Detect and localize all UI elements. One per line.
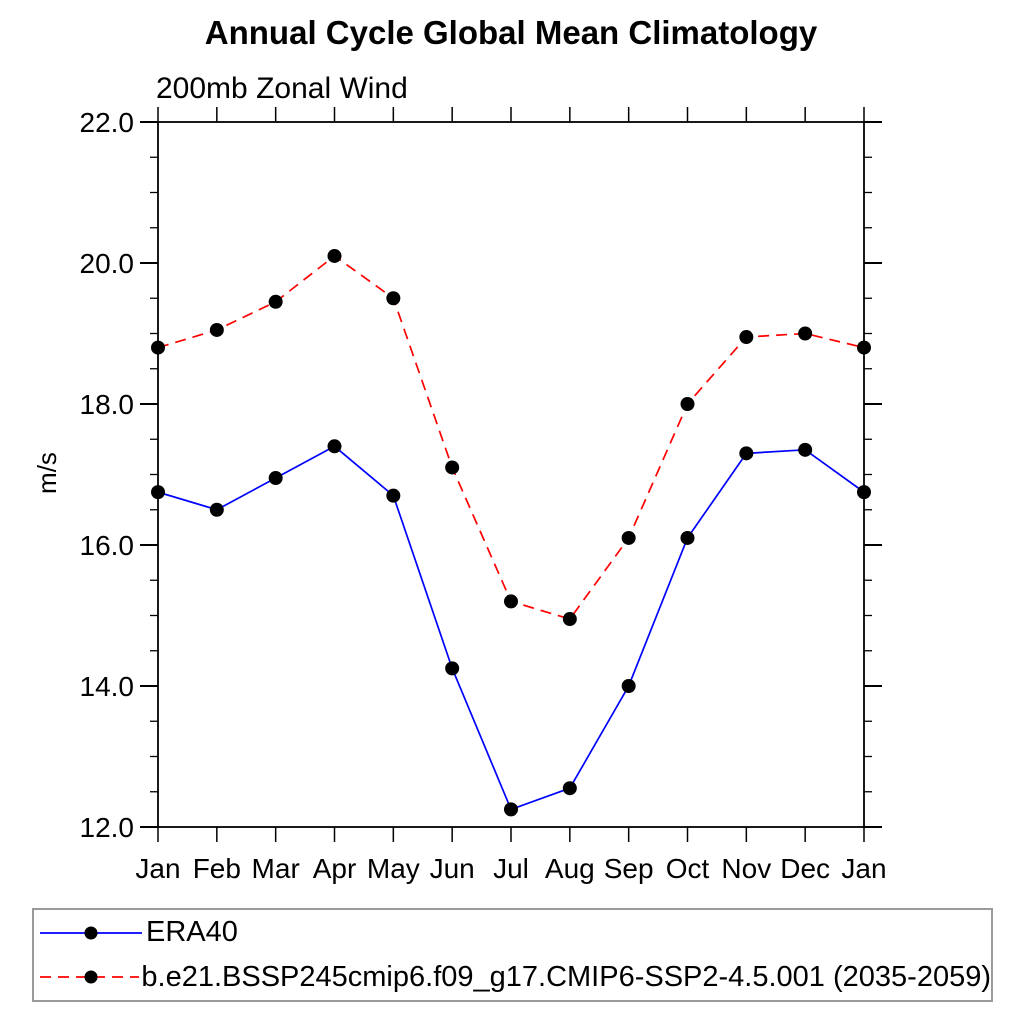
x-tick-label: Jun xyxy=(430,853,475,884)
data-point-s1-3 xyxy=(327,248,342,263)
data-point-s1-9 xyxy=(680,397,695,411)
data-point-s1-8 xyxy=(621,530,636,545)
x-tick-label: Sep xyxy=(604,853,654,884)
x-tick-label: Nov xyxy=(721,853,771,884)
data-point-s0-4 xyxy=(386,488,401,503)
legend-marker-icon xyxy=(84,926,98,940)
data-point-s0-5 xyxy=(445,661,460,676)
x-tick-label: Mar xyxy=(252,853,300,884)
x-tick-label: May xyxy=(367,853,420,884)
y-tick-label: 18.0 xyxy=(80,389,135,420)
x-tick-label: Jan xyxy=(135,853,180,884)
legend-line-sample xyxy=(40,926,142,940)
legend-line-sample xyxy=(40,970,140,984)
y-tick-label: 12.0 xyxy=(80,812,135,843)
data-point-s1-5 xyxy=(445,460,460,475)
x-tick-label: Apr xyxy=(313,853,357,884)
series-line-1 xyxy=(157,254,865,621)
y-tick-label: 20.0 xyxy=(80,248,135,279)
x-tick-label: Dec xyxy=(780,853,830,884)
data-point-s1-1 xyxy=(209,322,224,337)
data-point-s1-12 xyxy=(857,340,871,355)
data-point-s0-12 xyxy=(857,485,871,500)
plot-frame xyxy=(157,121,865,828)
y-tick-label: 14.0 xyxy=(80,671,135,702)
data-point-s1-11 xyxy=(798,326,813,341)
y-tick-label: 16.0 xyxy=(80,530,135,561)
chart-title: Annual Cycle Global Mean Climatology xyxy=(204,14,818,51)
x-tick-label: Jul xyxy=(493,853,529,884)
data-point-s0-7 xyxy=(562,781,577,796)
x-tick-label: Jan xyxy=(841,853,886,884)
data-point-s0-8 xyxy=(621,679,636,693)
data-point-s1-4 xyxy=(386,291,401,306)
x-tick-label: Oct xyxy=(666,853,710,884)
data-point-s1-10 xyxy=(739,330,754,345)
x-tick-label: Feb xyxy=(193,853,241,884)
legend-marker-icon xyxy=(84,970,98,984)
data-point-s0-1 xyxy=(209,502,224,517)
data-point-s1-0 xyxy=(151,340,165,355)
data-point-s0-6 xyxy=(504,802,518,817)
data-point-s0-9 xyxy=(680,530,695,545)
legend-box: ERA40 b.e21.BSSP245cmip6.f09_g17.CMIP6-SS… xyxy=(32,908,993,1002)
legend-item-0: ERA40 xyxy=(34,911,991,955)
legend-label-0: ERA40 xyxy=(146,916,238,949)
data-point-s0-10 xyxy=(739,446,754,461)
data-point-s0-3 xyxy=(327,439,342,454)
legend-item-1: b.e21.BSSP245cmip6.f09_g17.CMIP6-SSP2-4.… xyxy=(34,955,991,999)
data-point-s0-2 xyxy=(268,471,283,486)
y-tick-label: 22.0 xyxy=(80,107,135,138)
chart-subtitle: 200mb Zonal Wind xyxy=(156,72,408,105)
series-line-0 xyxy=(157,445,865,811)
data-point-s1-6 xyxy=(504,594,518,609)
data-point-s1-2 xyxy=(268,294,283,309)
data-point-s1-7 xyxy=(562,612,577,627)
legend-label-1: b.e21.BSSP245cmip6.f09_g17.CMIP6-SSP2-4.… xyxy=(141,960,991,993)
data-point-s0-0 xyxy=(151,485,165,500)
x-tick-label: Aug xyxy=(545,853,595,884)
data-point-s0-11 xyxy=(798,442,813,457)
